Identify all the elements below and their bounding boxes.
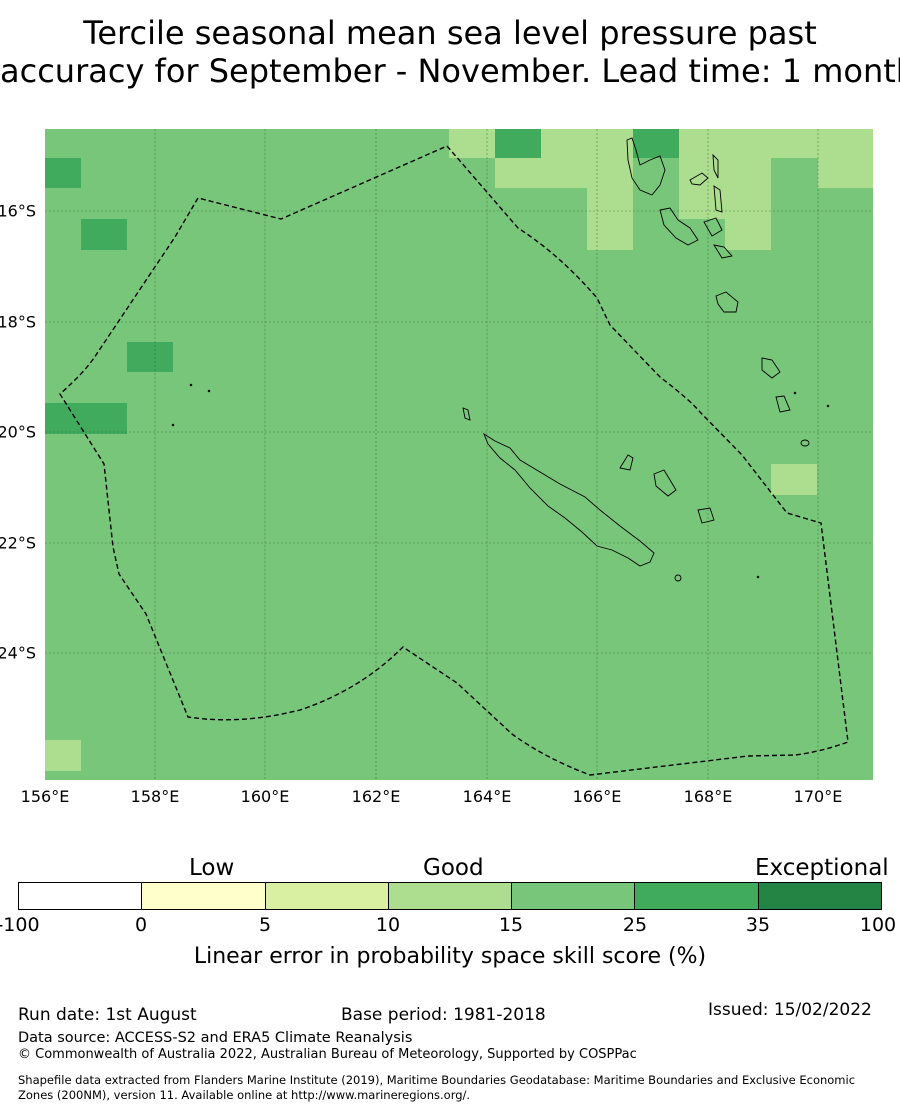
skill-cell: [541, 129, 633, 158]
legend-category-low: Low: [189, 855, 235, 881]
loyalty-island: [619, 454, 634, 471]
reef-island: [207, 389, 211, 393]
lat-tick-label: 24°S: [0, 643, 36, 663]
shapefile-credit-2: Zones (200NM), version 11. Available onl…: [18, 1088, 471, 1102]
vanuatu-island: [703, 217, 723, 237]
reef-island: [775, 395, 791, 413]
vanuatu-island: [713, 244, 733, 259]
skill-cell: [81, 219, 127, 250]
skill-map: [45, 129, 873, 780]
colorbar: [18, 882, 882, 910]
lon-tick-label: 164°E: [462, 787, 512, 806]
loyalty-island: [697, 507, 715, 524]
lon-tick-label: 166°E: [572, 787, 622, 806]
colorbar-segment: [265, 883, 389, 909]
shapefile-credit-1: Shapefile data extracted from Flanders M…: [18, 1073, 856, 1087]
base-period: Base period: 1981-2018: [341, 1005, 546, 1025]
lat-tick-label: 18°S: [0, 312, 36, 332]
reef-island: [189, 383, 193, 387]
skill-cell: [633, 129, 679, 158]
skill-cell: [495, 129, 541, 158]
lat-tick-label: 22°S: [0, 533, 36, 553]
copyright: © Commonwealth of Australia 2022, Austra…: [18, 1047, 637, 1062]
high-skill-cells: [45, 129, 679, 434]
reef-island: [674, 574, 682, 582]
skill-cell: [679, 158, 771, 219]
skill-cell: [45, 740, 81, 771]
colorbar-tick: 15: [498, 914, 524, 936]
reef-island: [800, 439, 810, 447]
reef-island: [756, 575, 760, 579]
colorbar-segment: [142, 883, 266, 909]
islands: [171, 137, 830, 582]
lon-tick-label: 156°E: [20, 787, 70, 806]
title-line-2: accuracy for September - November. Lead …: [0, 52, 900, 90]
reef-island: [793, 391, 797, 395]
issued-date: Issued: 15/02/2022: [708, 1000, 872, 1020]
vanuatu-island: [689, 172, 709, 186]
skill-cell: [45, 403, 127, 434]
skill-cell: [495, 158, 633, 188]
vanuatu-island: [626, 137, 666, 196]
lon-tick-label: 158°E: [130, 787, 180, 806]
lon-tick-label: 170°E: [793, 787, 843, 806]
colorbar-label: Linear error in probability space skill …: [193, 944, 707, 969]
skill-cell: [771, 464, 817, 495]
colorbar-tick: 35: [745, 914, 771, 936]
colorbar-tick: -100: [0, 914, 40, 936]
moderate-skill-cells: [45, 129, 873, 771]
colorbar-segment: [758, 883, 881, 909]
skill-cell: [679, 129, 818, 158]
colorbar-segment: [512, 883, 636, 909]
lat-tick-label: 16°S: [0, 201, 36, 221]
new-caledonia-island: [483, 432, 655, 567]
colorbar-segment: [19, 883, 143, 909]
skill-cell: [725, 219, 771, 250]
legend-category-exceptional: Exceptional: [755, 855, 889, 881]
vanuatu-island: [659, 207, 699, 246]
colorbar-segment: [388, 883, 513, 909]
lat-tick-label: 20°S: [0, 422, 36, 442]
colorbar-tick: 25: [622, 914, 648, 936]
maritime-boundary: [59, 145, 849, 776]
vanuatu-island: [713, 185, 723, 213]
skill-cell: [45, 158, 81, 188]
reef-island: [761, 357, 781, 379]
colorbar-tick: 0: [134, 914, 148, 936]
lon-tick-label: 168°E: [683, 787, 733, 806]
data-source: Data source: ACCESS-S2 and ERA5 Climate …: [18, 1030, 413, 1046]
run-date: Run date: 1st August: [18, 1005, 197, 1025]
loyalty-island: [653, 469, 677, 497]
lon-tick-label: 162°E: [351, 787, 401, 806]
reef-island: [462, 407, 471, 421]
colorbar-tick: 5: [258, 914, 272, 936]
legend-category-good: Good: [423, 855, 484, 881]
skill-cell: [449, 129, 495, 158]
gridlines: [45, 129, 873, 780]
skill-cell: [127, 342, 173, 372]
colorbar-tick: 10: [375, 914, 401, 936]
vanuatu-island: [712, 153, 719, 179]
reef-island: [826, 404, 830, 408]
page-title: Tercile seasonal mean sea level pressure…: [0, 14, 900, 90]
reef-island: [171, 423, 175, 427]
lon-tick-label: 160°E: [240, 787, 290, 806]
skill-cell: [587, 188, 633, 250]
colorbar-tick: 100: [859, 914, 897, 936]
title-line-1: Tercile seasonal mean sea level pressure…: [83, 14, 817, 52]
skill-cell: [818, 129, 873, 188]
colorbar-segment: [635, 883, 759, 909]
vanuatu-island: [715, 291, 739, 313]
